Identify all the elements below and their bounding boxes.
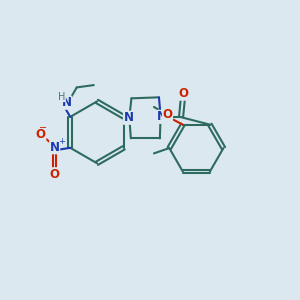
Text: N: N <box>157 110 167 123</box>
Text: O: O <box>163 108 172 121</box>
Text: H: H <box>58 92 66 102</box>
Text: +: + <box>58 137 64 146</box>
Text: N: N <box>62 96 72 109</box>
Text: N: N <box>124 111 134 124</box>
Text: N: N <box>50 141 60 154</box>
Text: O: O <box>36 128 46 141</box>
Text: O: O <box>178 87 188 100</box>
Text: O: O <box>50 168 60 181</box>
Text: −: − <box>39 123 47 133</box>
